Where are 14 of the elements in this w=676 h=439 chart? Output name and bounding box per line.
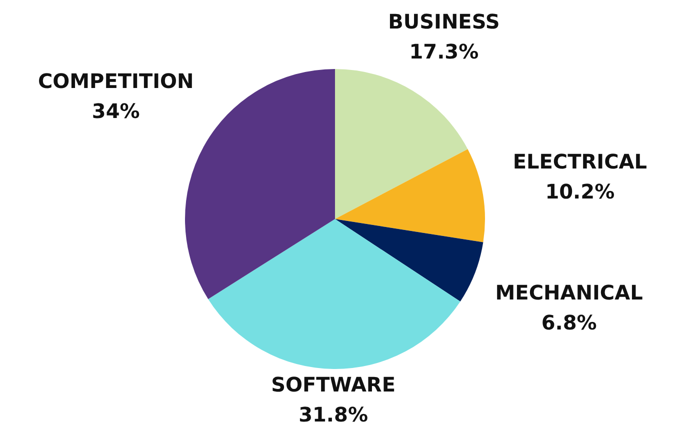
pie-slice bbox=[335, 149, 485, 242]
slice-label: COMPETITION bbox=[38, 69, 194, 94]
pie-slice bbox=[335, 69, 468, 219]
data-label: 10.2% bbox=[545, 179, 615, 204]
slice-label: ELECTRICAL bbox=[512, 149, 648, 174]
pie-slice bbox=[335, 219, 484, 302]
slice-label: BUSINESS bbox=[388, 9, 500, 34]
data-label: 6.8% bbox=[541, 310, 597, 334]
data-label: 31.8% bbox=[298, 402, 368, 427]
slice-label: MECHANICAL bbox=[495, 280, 644, 304]
pie-slice bbox=[208, 219, 460, 369]
data-label: 34% bbox=[92, 99, 140, 124]
slice-label: SOFTWARE bbox=[271, 372, 396, 397]
data-label: 17.3% bbox=[409, 39, 479, 64]
